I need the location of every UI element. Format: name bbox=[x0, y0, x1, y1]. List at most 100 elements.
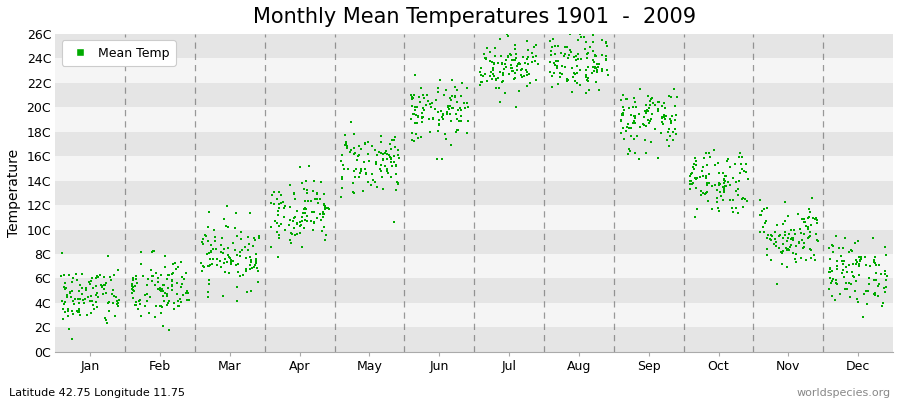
Point bbox=[732, 153, 746, 160]
Point bbox=[170, 264, 184, 270]
Point bbox=[810, 238, 824, 244]
Point bbox=[595, 37, 609, 43]
Point bbox=[495, 70, 509, 76]
Point bbox=[825, 242, 840, 248]
Point bbox=[111, 266, 125, 273]
Point bbox=[798, 223, 813, 229]
Point bbox=[292, 164, 307, 171]
Point bbox=[64, 336, 78, 342]
Bar bbox=[55, 254, 893, 278]
Point bbox=[686, 164, 700, 170]
Point bbox=[408, 120, 422, 126]
Point bbox=[701, 150, 716, 156]
Point bbox=[651, 155, 665, 161]
Point bbox=[88, 292, 103, 298]
Point bbox=[299, 206, 313, 212]
Point bbox=[111, 299, 125, 306]
Point bbox=[853, 257, 868, 263]
Point bbox=[763, 232, 778, 238]
Point bbox=[515, 66, 529, 72]
Point bbox=[661, 129, 675, 135]
Point bbox=[148, 282, 163, 288]
Point bbox=[580, 55, 594, 62]
Point bbox=[626, 103, 640, 110]
Point bbox=[320, 205, 334, 211]
Point bbox=[826, 249, 841, 255]
Point bbox=[651, 108, 665, 114]
Point bbox=[868, 292, 882, 298]
Point bbox=[196, 264, 211, 270]
Point bbox=[760, 246, 774, 252]
Point bbox=[266, 192, 280, 198]
Point bbox=[562, 52, 576, 58]
Point bbox=[850, 296, 864, 302]
Point bbox=[763, 236, 778, 243]
Point bbox=[210, 256, 224, 263]
Bar bbox=[55, 58, 893, 83]
Point bbox=[200, 250, 214, 257]
Point bbox=[586, 32, 600, 38]
Point bbox=[202, 263, 216, 270]
Point bbox=[153, 303, 167, 309]
Point bbox=[203, 256, 218, 263]
Point bbox=[796, 245, 810, 252]
Point bbox=[165, 277, 179, 283]
Point bbox=[716, 180, 731, 186]
Point bbox=[454, 107, 468, 113]
Point bbox=[431, 109, 446, 116]
Point bbox=[738, 196, 752, 202]
Point bbox=[506, 68, 520, 74]
Point bbox=[272, 189, 286, 196]
Point bbox=[409, 112, 423, 118]
Point bbox=[487, 60, 501, 67]
Point bbox=[299, 178, 313, 184]
Point bbox=[497, 30, 511, 36]
Point bbox=[639, 102, 653, 108]
Point bbox=[780, 264, 795, 270]
Point bbox=[151, 278, 166, 285]
Point bbox=[60, 313, 75, 319]
Point bbox=[863, 263, 878, 270]
Point bbox=[839, 280, 853, 286]
Point bbox=[202, 294, 216, 300]
Point bbox=[713, 181, 727, 188]
Point bbox=[641, 117, 655, 124]
Point bbox=[206, 246, 220, 252]
Point bbox=[571, 51, 585, 57]
Point bbox=[632, 111, 646, 117]
Point bbox=[71, 300, 86, 306]
Point bbox=[655, 114, 670, 121]
Point bbox=[591, 64, 606, 70]
Point bbox=[220, 252, 235, 258]
Point bbox=[226, 258, 240, 264]
Point bbox=[419, 92, 434, 98]
Point bbox=[780, 213, 795, 220]
Point bbox=[616, 104, 630, 110]
Point bbox=[297, 217, 311, 223]
Point bbox=[292, 218, 307, 225]
Point bbox=[422, 128, 436, 135]
Point bbox=[305, 226, 320, 233]
Point bbox=[500, 57, 514, 64]
Point bbox=[201, 224, 215, 230]
Point bbox=[344, 119, 358, 125]
Point bbox=[874, 303, 888, 309]
Point bbox=[829, 280, 843, 286]
Point bbox=[636, 121, 651, 127]
Point bbox=[126, 284, 140, 290]
Point bbox=[508, 42, 522, 48]
Point bbox=[106, 299, 121, 306]
Point bbox=[372, 149, 386, 156]
Point bbox=[282, 221, 296, 228]
Point bbox=[806, 195, 820, 202]
Point bbox=[456, 100, 471, 106]
Point bbox=[508, 25, 523, 32]
Point bbox=[508, 55, 523, 61]
Point bbox=[776, 220, 790, 227]
Point bbox=[564, 64, 579, 71]
Point bbox=[408, 104, 422, 111]
Point bbox=[178, 270, 193, 276]
Point bbox=[171, 303, 185, 309]
Point bbox=[509, 66, 524, 73]
Point bbox=[588, 65, 602, 72]
